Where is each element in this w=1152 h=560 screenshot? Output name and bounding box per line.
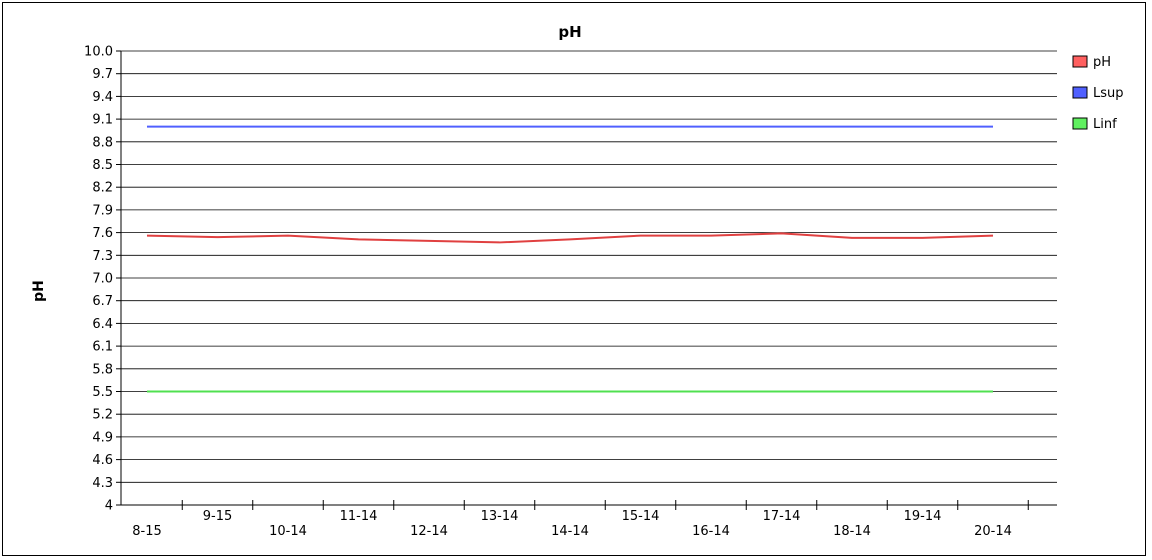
series-line-ph (146, 232, 994, 244)
y-axis-label: pH (31, 280, 47, 302)
x-tick-label: 15-14 (622, 509, 660, 524)
chart-title: pH (558, 23, 581, 41)
x-tick-label: 10-14 (269, 524, 307, 539)
x-tick-label: 13-14 (481, 509, 519, 524)
x-tick-label: 16-14 (692, 524, 730, 539)
x-tick-label: 17-14 (763, 509, 801, 524)
x-tick-label: 9-15 (203, 509, 233, 524)
legend-label: pH (1093, 55, 1111, 70)
legend-swatch (1072, 55, 1088, 68)
x-tick-label: 18-14 (833, 524, 871, 539)
legend-label: Linf (1093, 117, 1117, 132)
y-tick-label: 7.9 (92, 203, 113, 218)
x-tick-label: 14-14 (551, 524, 589, 539)
x-tick-label: 8-15 (132, 524, 162, 539)
grid-lines (121, 50, 1057, 483)
y-tick-label: 7.0 (92, 272, 113, 287)
y-tick-label: 6.1 (92, 340, 113, 355)
x-tick-label: 20-14 (974, 524, 1012, 539)
x-tick-label: 12-14 (410, 524, 448, 539)
series-lines (146, 125, 994, 393)
y-tick-label: 8.8 (92, 135, 113, 150)
y-tick-label: 6.4 (92, 317, 113, 332)
y-tick-label: 7.6 (92, 226, 113, 241)
y-tick-label: 7.3 (92, 249, 113, 264)
y-tick-label: 5.5 (92, 385, 113, 400)
x-tick-label: 11-14 (340, 509, 378, 524)
y-tick-label: 4.9 (92, 430, 113, 445)
legend-swatch (1072, 117, 1088, 130)
y-tick-label: 9.4 (92, 90, 113, 105)
y-tick-label: 8.2 (92, 181, 113, 196)
legend-label: Lsup (1093, 86, 1124, 101)
x-tick-label: 19-14 (904, 509, 942, 524)
y-tick-label: 5.2 (92, 408, 113, 423)
y-tick-label: 10.0 (84, 45, 113, 60)
y-tick-label: 9.7 (92, 67, 113, 82)
y-tick-label: 4 (105, 499, 113, 514)
y-tick-label: 8.5 (92, 158, 113, 173)
axes: 10.0 9.7 9.4 9.1 8.8 8.5 8.2 7.9 7.6 7.3 7.0 6.7 6.4… (84, 45, 1057, 539)
y-tick-label: 4.6 (92, 453, 113, 468)
y-tick-label: 4.3 (92, 476, 113, 491)
legend: pH Lsup Linf (1072, 55, 1124, 132)
line-chart: 10.0 9.7 9.4 9.1 8.8 8.5 8.2 7.9 7.6 7.3 7.0 6.7 6.4… (31, 23, 1124, 539)
y-tick-label: 5.8 (92, 362, 113, 377)
y-tick-label: 6.7 (92, 294, 113, 309)
legend-swatch (1072, 86, 1088, 99)
y-tick-label: 9.1 (92, 113, 113, 128)
